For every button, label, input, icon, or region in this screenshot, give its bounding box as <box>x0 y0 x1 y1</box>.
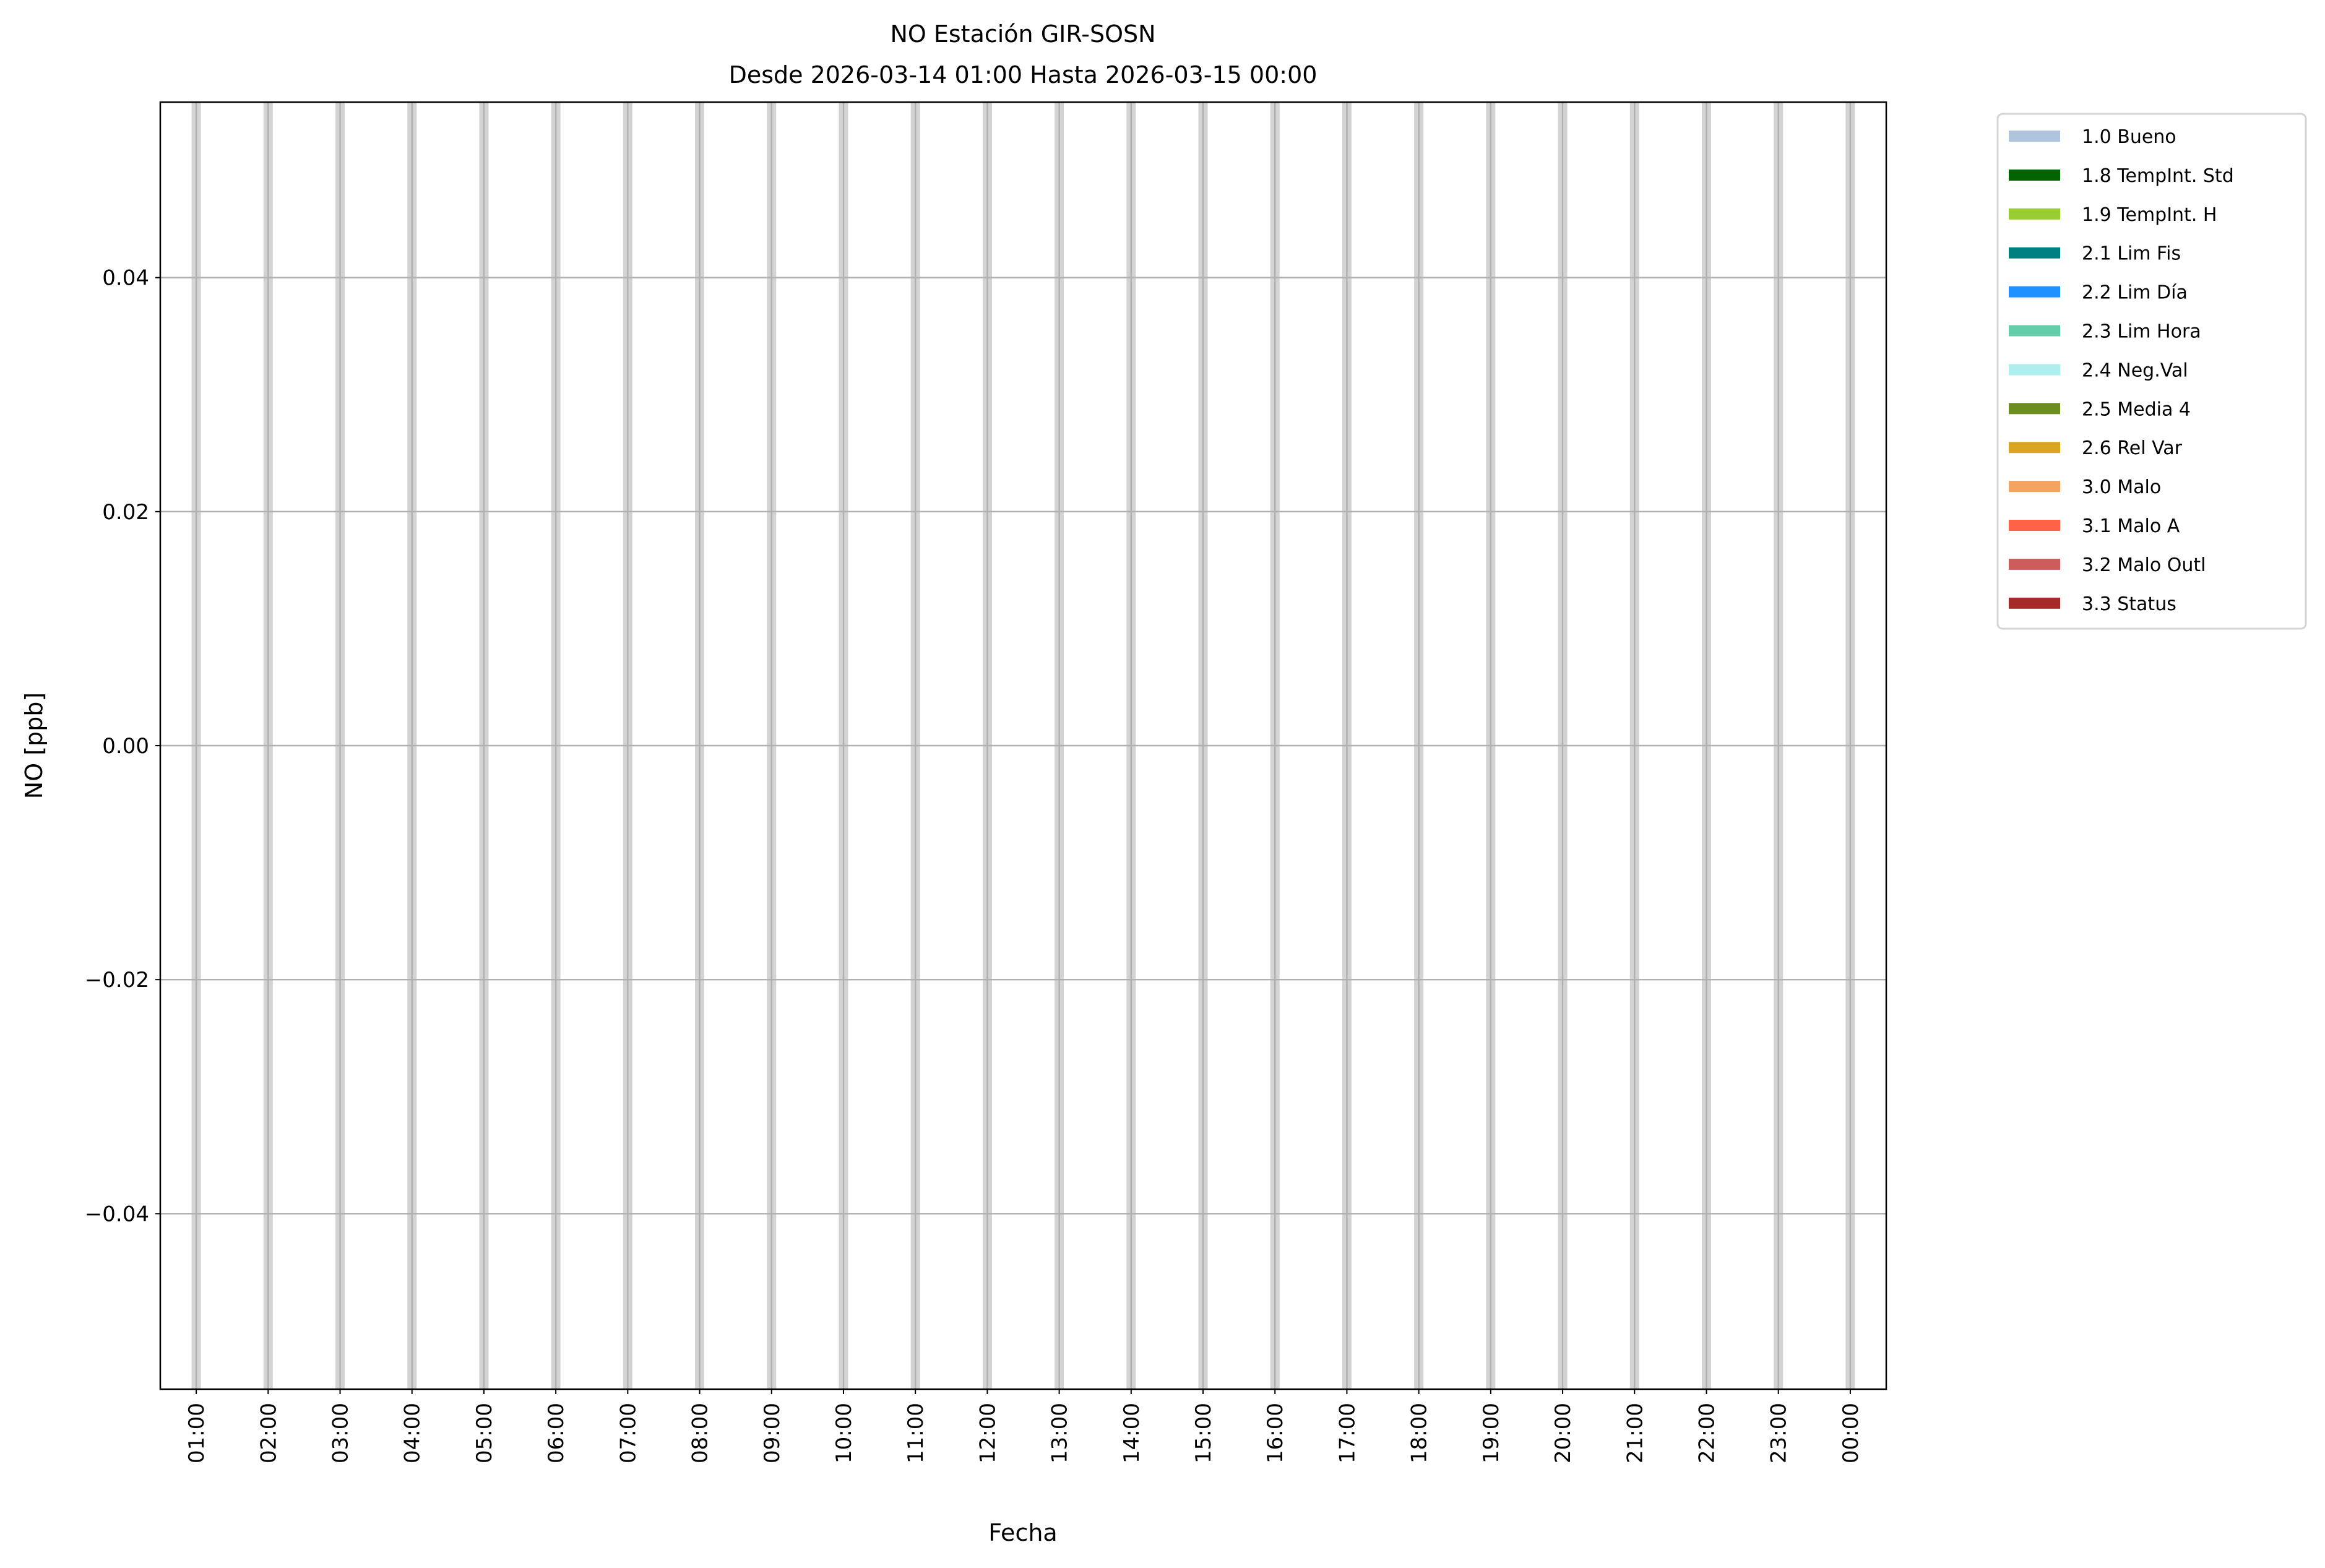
legend-label: 2.1 Lim Fis <box>2082 243 2181 265</box>
legend-label: 3.0 Malo <box>2082 476 2161 498</box>
legend-swatch <box>2009 286 2060 298</box>
legend-label: 2.4 Neg.Val <box>2082 360 2188 381</box>
x-tick-label: 08:00 <box>688 1403 713 1463</box>
y-axis: −0.04 −0.02 0.00 0.02 0.04 <box>85 266 160 1226</box>
grid <box>160 102 1886 1389</box>
x-tick-label: 20:00 <box>1551 1403 1576 1463</box>
legend-label: 1.8 TempInt. Std <box>2082 165 2234 187</box>
x-tick-label: 13:00 <box>1048 1403 1072 1463</box>
chart-subtitle: Desde 2026-03-14 01:00 Hasta 2026-03-15 … <box>729 61 1318 88</box>
legend-swatch <box>2009 520 2060 531</box>
legend-label: 3.3 Status <box>2082 593 2176 615</box>
x-tick-label: 00:00 <box>1839 1403 1863 1463</box>
x-tick-label: 03:00 <box>329 1403 353 1463</box>
legend-swatch <box>2009 364 2060 376</box>
x-tick-label: 21:00 <box>1623 1403 1647 1463</box>
x-tick-label: 22:00 <box>1694 1403 1719 1463</box>
x-tick-label: 02:00 <box>256 1403 281 1463</box>
x-tick-label: 07:00 <box>616 1403 641 1463</box>
y-tick-label: 0.04 <box>102 266 149 291</box>
plot-frame <box>159 101 1887 1390</box>
legend-swatch <box>2009 247 2060 259</box>
y-tick-label: 0.02 <box>102 500 149 525</box>
y-tick-label: 0.00 <box>102 734 149 759</box>
legend-swatch <box>2009 442 2060 454</box>
x-tick-label: 17:00 <box>1335 1403 1360 1463</box>
legend-swatch <box>2009 169 2060 181</box>
y-axis-label: NO [ppb] <box>20 692 48 799</box>
legend-frame <box>1996 113 2307 630</box>
legend-swatch <box>2009 597 2060 609</box>
legend-label: 2.3 Lim Hora <box>2082 321 2201 343</box>
x-tick-label: 04:00 <box>400 1403 425 1463</box>
legend-swatch <box>2009 131 2060 142</box>
legend-swatch <box>2009 403 2060 415</box>
x-tick-label: 09:00 <box>760 1403 785 1463</box>
legend-swatch <box>2009 481 2060 493</box>
legend-swatch <box>2009 208 2060 220</box>
x-tick-label: 01:00 <box>184 1403 209 1463</box>
x-tick-label: 23:00 <box>1767 1403 1792 1463</box>
legend-label: 1.9 TempInt. H <box>2082 204 2217 226</box>
legend-label: 2.6 Rel Var <box>2082 437 2183 459</box>
legend-label: 3.1 Malo A <box>2082 515 2180 537</box>
legend-swatch <box>2009 558 2060 570</box>
x-tick-label: 18:00 <box>1407 1403 1432 1463</box>
x-tick-label: 15:00 <box>1191 1403 1216 1463</box>
x-axis: 01:00 02:00 03:00 04:00 05:00 06:00 07:00 08:00… <box>184 1389 1863 1463</box>
x-tick-label: 16:00 <box>1263 1403 1288 1463</box>
y-tick-label: −0.04 <box>85 1202 149 1226</box>
x-axis-label: Fecha <box>988 1519 1057 1546</box>
x-tick-label: 10:00 <box>832 1403 856 1463</box>
legend-swatch <box>2009 325 2060 337</box>
legend-label: 1.0 Bueno <box>2082 126 2176 148</box>
x-tick-label: 14:00 <box>1119 1403 1144 1463</box>
legend-label: 3.2 Malo Outl <box>2082 554 2206 576</box>
legend-label: 2.2 Lim Día <box>2082 282 2188 304</box>
x-tick-label: 19:00 <box>1479 1403 1504 1463</box>
x-tick-label: 12:00 <box>975 1403 1000 1463</box>
x-tick-label: 06:00 <box>544 1403 569 1463</box>
x-tick-label: 05:00 <box>472 1403 497 1463</box>
legend-label: 2.5 Media 4 <box>2082 398 2191 420</box>
chart-title: NO Estación GIR-SOSN <box>890 20 1155 48</box>
legend: 1.0 Bueno 1.8 TempInt. Std 1.9 TempInt. H 2… <box>1996 113 2307 630</box>
x-tick-label: 11:00 <box>904 1403 928 1463</box>
y-tick-label: −0.02 <box>85 968 149 993</box>
